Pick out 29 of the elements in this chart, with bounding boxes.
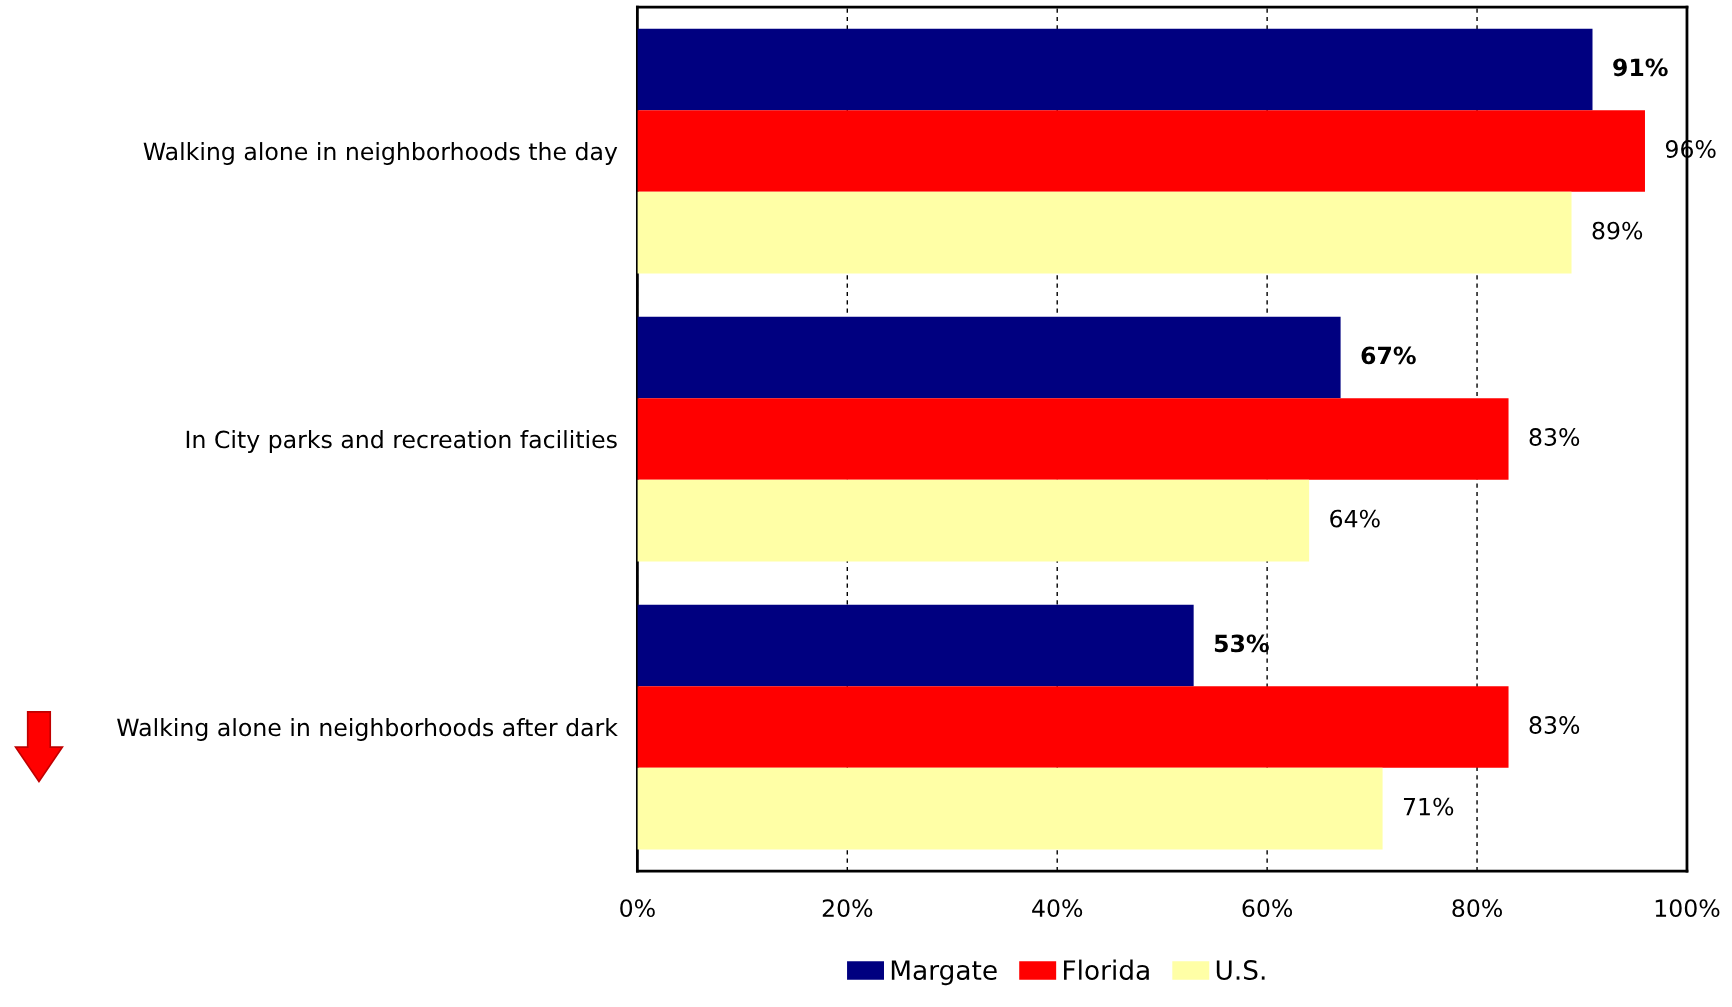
bar [637,110,1645,192]
data-label: 83% [1529,716,1580,734]
data-label: 71% [1403,797,1454,816]
x-tick-label: 0% [620,899,655,918]
x-tick-label: 80% [1452,899,1502,918]
legend-label: U.S. [1216,960,1265,981]
legend-label: Florida [1064,959,1149,981]
bar [637,767,1383,850]
y-tick-label: Walking alone in neighborhoods after dark [117,718,618,741]
data-label: 91% [1613,58,1668,77]
x-tick-label: 60% [1242,899,1293,918]
bar [637,191,1572,274]
data-label: 64% [1330,509,1380,528]
bar [637,604,1194,687]
y-tick-label: In City parks and recreation facilities [186,430,617,453]
x-tick-label: 40% [1032,899,1083,918]
bar [637,398,1509,480]
x-tick-label: 100% [1655,899,1720,918]
bar [637,479,1310,562]
data-label: 83% [1529,428,1580,446]
bar [637,686,1509,768]
data-label: 67% [1361,346,1416,365]
bar [637,28,1593,111]
y-tick-label: Walking alone in neighborhoods the day [143,142,618,165]
legend-label: Margate [891,960,997,986]
data-label: 89% [1592,221,1643,240]
data-label: 53% [1214,634,1269,653]
bar [637,316,1341,399]
x-tick-label: 20% [822,899,873,918]
